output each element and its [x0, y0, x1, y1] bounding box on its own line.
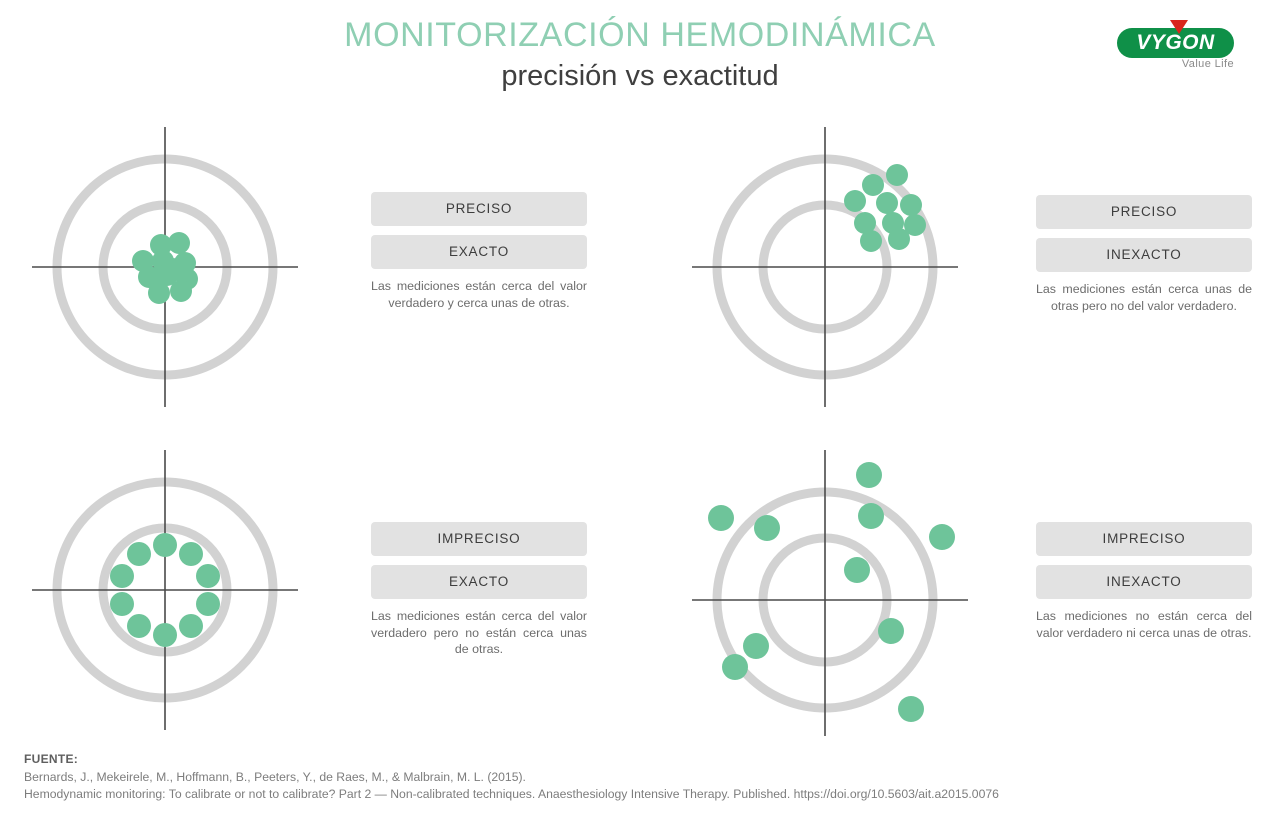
footer-citation-line-1: Bernards, J., Mekeirele, M., Hoffmann, B…: [24, 770, 526, 784]
tag-precision-3: IMPRECISO: [371, 522, 587, 556]
measurement-dot: [179, 542, 203, 566]
measurement-dots: [708, 462, 955, 722]
measurement-dot: [110, 592, 134, 616]
measurement-dot: [862, 174, 884, 196]
tag-precision-4: IMPRECISO: [1036, 522, 1252, 556]
target-imprecise-inaccurate: [685, 448, 975, 738]
source-footer: FUENTE: Bernards, J., Mekeirele, M., Hof…: [24, 752, 1264, 803]
measurement-dot: [168, 232, 190, 254]
caption-text-3: Las mediciones están cerca del valor ver…: [371, 609, 587, 656]
measurement-dot: [900, 194, 922, 216]
measurement-dot: [844, 190, 866, 212]
measurement-dot: [179, 614, 203, 638]
measurement-dot: [127, 614, 151, 638]
target-diagram-2: [692, 127, 958, 407]
caption-text-1: Las mediciones están cerca del valor ver…: [371, 279, 587, 310]
caption-imprecise-accurate: IMPRECISO EXACTO Las mediciones están ce…: [371, 522, 587, 658]
tag-accuracy-1: EXACTO: [371, 235, 587, 269]
measurement-dot: [754, 515, 780, 541]
page-title: MONITORIZACIÓN HEMODINÁMICA: [344, 16, 936, 54]
logo-wordmark: VYGON: [1136, 31, 1215, 54]
measurement-dot: [854, 212, 876, 234]
measurement-dot: [127, 542, 151, 566]
measurement-dot: [708, 505, 734, 531]
measurement-dot: [170, 280, 192, 302]
logo-triangle-icon: [1170, 20, 1188, 34]
caption-text-2: Las mediciones están cerca unas de otras…: [1036, 282, 1252, 313]
target-precise-accurate: [25, 125, 305, 410]
measurement-dot: [876, 192, 898, 214]
tag-precision-2: PRECISO: [1036, 195, 1252, 229]
tag-accuracy-4: INEXACTO: [1036, 565, 1252, 599]
measurement-dot: [150, 234, 172, 256]
measurement-dot: [858, 503, 884, 529]
measurement-dot: [196, 592, 220, 616]
logo-tagline: Value Life: [1181, 58, 1234, 70]
header: MONITORIZACIÓN HEMODINÁMICA precisión vs…: [0, 0, 1280, 112]
measurement-dot: [722, 654, 748, 680]
measurement-dot: [886, 164, 908, 186]
tag-accuracy-3: EXACTO: [371, 565, 587, 599]
measurement-dots: [110, 533, 220, 647]
measurement-dot: [929, 524, 955, 550]
caption-precise-accurate: PRECISO EXACTO Las mediciones están cerc…: [371, 192, 587, 311]
measurement-dot: [153, 623, 177, 647]
measurement-dot: [878, 618, 904, 644]
caption-imprecise-inaccurate: IMPRECISO INEXACTO Las mediciones no est…: [1036, 522, 1252, 641]
caption-precise-inaccurate: PRECISO INEXACTO Las mediciones están ce…: [1036, 195, 1252, 314]
vygon-logo: VYGON Value Life: [1117, 20, 1241, 74]
measurement-dot: [860, 230, 882, 252]
measurement-dot: [196, 564, 220, 588]
measurement-dot: [888, 228, 910, 250]
measurement-dot: [138, 266, 160, 288]
target-diagram-3: [32, 450, 298, 730]
footer-citation-line-2: Hemodynamic monitoring: To calibrate or …: [24, 787, 999, 801]
measurement-dots: [132, 232, 198, 304]
caption-text-4: Las mediciones no están cerca del valor …: [1036, 609, 1252, 640]
measurement-dot: [898, 696, 924, 722]
page-subtitle: precisión vs exactitud: [501, 60, 779, 92]
measurement-dot: [110, 564, 134, 588]
measurement-dot: [904, 214, 926, 236]
measurement-dots: [844, 164, 926, 252]
target-precise-inaccurate: [685, 125, 965, 410]
footer-label: FUENTE:: [24, 752, 79, 766]
target-diagram-4: [692, 450, 968, 736]
tag-accuracy-2: INEXACTO: [1036, 238, 1252, 272]
tag-precision-1: PRECISO: [371, 192, 587, 226]
measurement-dot: [856, 462, 882, 488]
measurement-dot: [743, 633, 769, 659]
measurement-dot: [153, 533, 177, 557]
measurement-dot: [844, 557, 870, 583]
measurement-dot: [148, 282, 170, 304]
measurement-dot: [162, 258, 184, 280]
target-diagram-1: [32, 127, 298, 407]
target-imprecise-accurate: [25, 448, 305, 733]
